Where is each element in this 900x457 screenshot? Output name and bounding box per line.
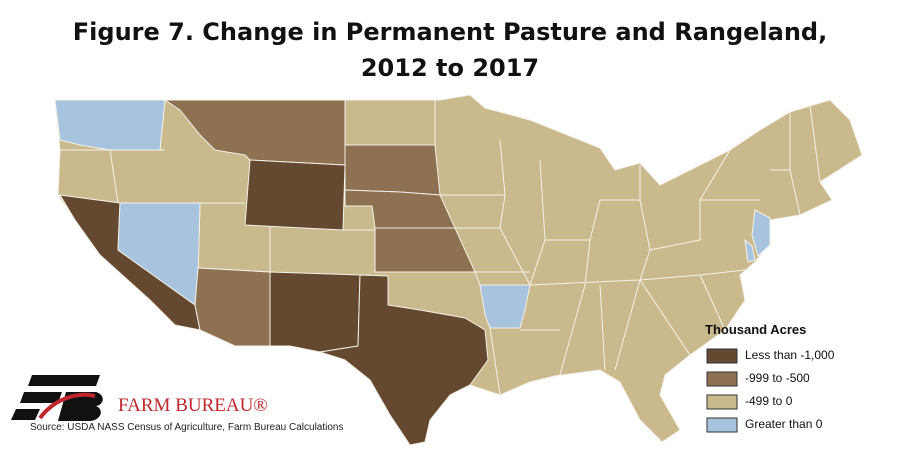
logo-bar (20, 392, 62, 403)
title-line: 2012 to 2017 (361, 54, 539, 82)
state (319, 274, 489, 446)
legend-swatch (706, 394, 738, 410)
legend-swatch (706, 417, 738, 433)
legend-label: Less than -1,000 (745, 348, 835, 362)
source: Source: USDA NASS Census of Agriculture,… (30, 422, 343, 433)
legend-label: -999 to -500 (745, 371, 810, 385)
title-line: Figure 7. Change in Permanent Pasture an… (73, 18, 827, 46)
state (269, 271, 361, 353)
legend-label: Greater than 0 (745, 417, 823, 431)
state (194, 267, 271, 347)
state (374, 227, 476, 273)
logo: FARM BUREAU® (11, 375, 268, 421)
state (344, 144, 441, 196)
legend-label: -499 to 0 (745, 394, 793, 408)
legend-swatch (706, 348, 738, 364)
logo-swoosh (38, 392, 96, 420)
legend-title: Thousand Acres (705, 322, 806, 337)
state (479, 284, 531, 329)
logo-text: FARM BUREAU® (118, 395, 268, 416)
state (244, 159, 346, 231)
state (751, 209, 771, 257)
legend: Thousand Acres Less than -1,000 -999 to -… (705, 322, 835, 433)
legend-swatch (706, 371, 738, 387)
state (54, 99, 166, 151)
map (54, 94, 863, 446)
state (744, 239, 756, 263)
logo-bar (11, 409, 40, 420)
logo-bar (28, 375, 100, 386)
state (164, 99, 346, 166)
